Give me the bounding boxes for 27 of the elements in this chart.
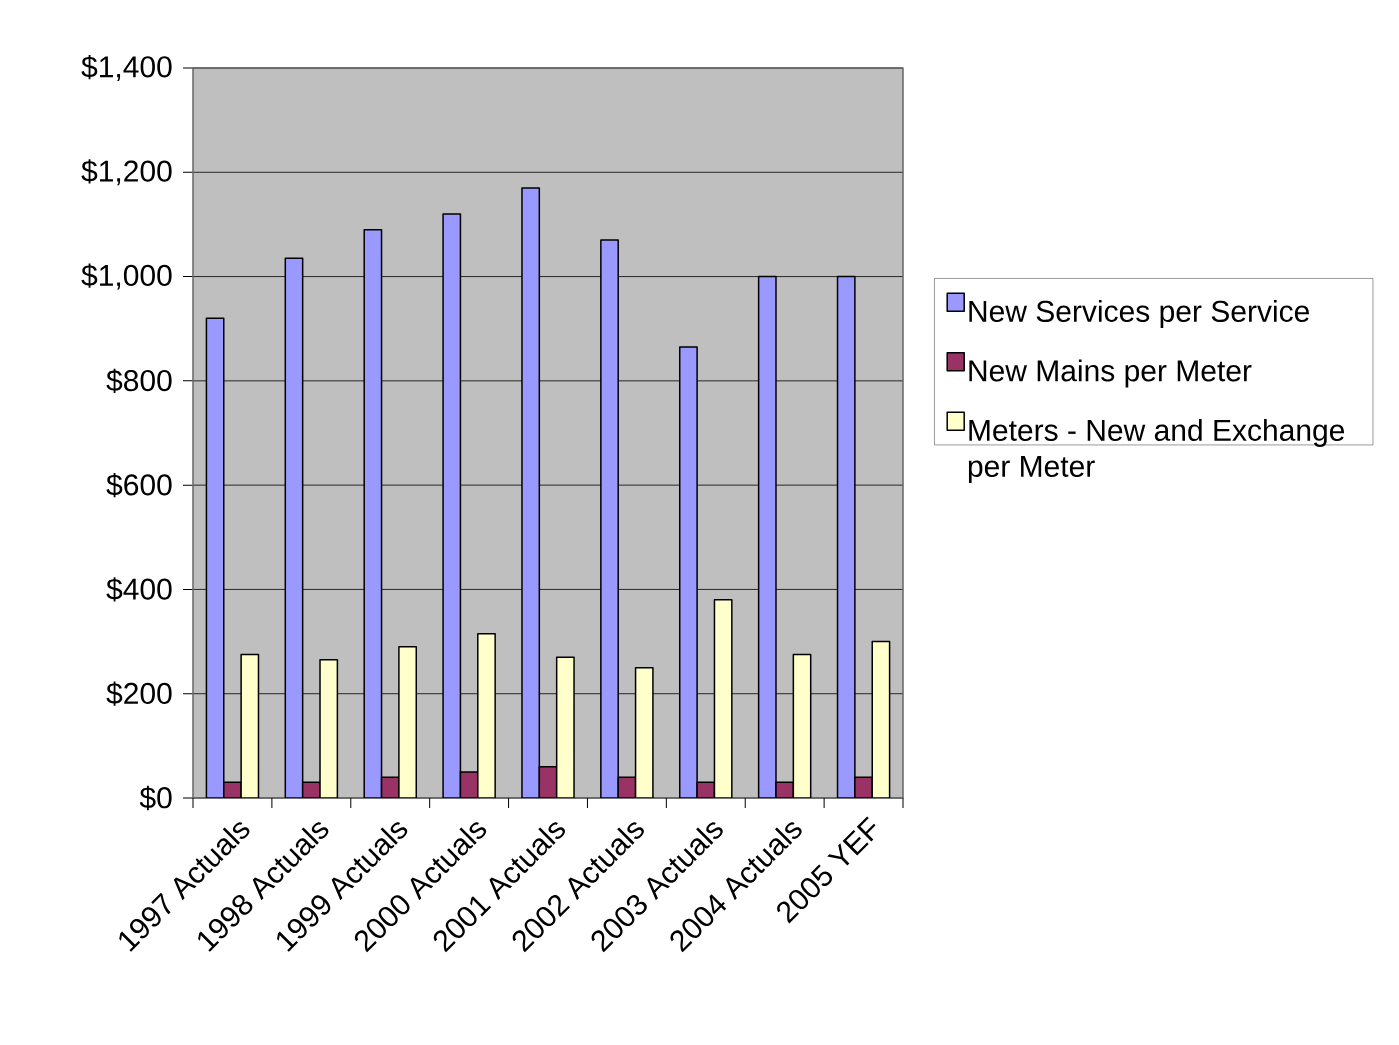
y-tick-label: $1,400 [81, 54, 172, 82]
bar [364, 229, 382, 798]
bar [206, 318, 224, 798]
bar [836, 275, 856, 798]
bar [556, 657, 575, 798]
y-tick-label: $400 [106, 577, 172, 602]
bar [679, 346, 698, 798]
y-tick-label: $800 [106, 368, 172, 393]
bar [635, 667, 653, 798]
bar [714, 599, 732, 798]
bar [398, 646, 417, 798]
bar [758, 276, 776, 798]
y-tick-label: $0 [139, 785, 172, 811]
y-tick-label: $1,000 [81, 263, 172, 290]
bar [871, 640, 891, 798]
legend-label: New Mains per Meter [969, 359, 1252, 388]
bar [285, 258, 303, 798]
bar [521, 187, 540, 798]
bar [793, 654, 811, 798]
legend-label: Meters - New and Exchange per Meter [968, 418, 1345, 483]
y-tick-label: $600 [106, 473, 172, 498]
legend-label: New Services per Service [969, 299, 1309, 328]
bar [320, 659, 338, 798]
bar [443, 213, 461, 798]
bar [241, 654, 259, 798]
y-tick-label: $1,200 [81, 159, 172, 186]
y-tick-label: $200 [106, 681, 172, 706]
